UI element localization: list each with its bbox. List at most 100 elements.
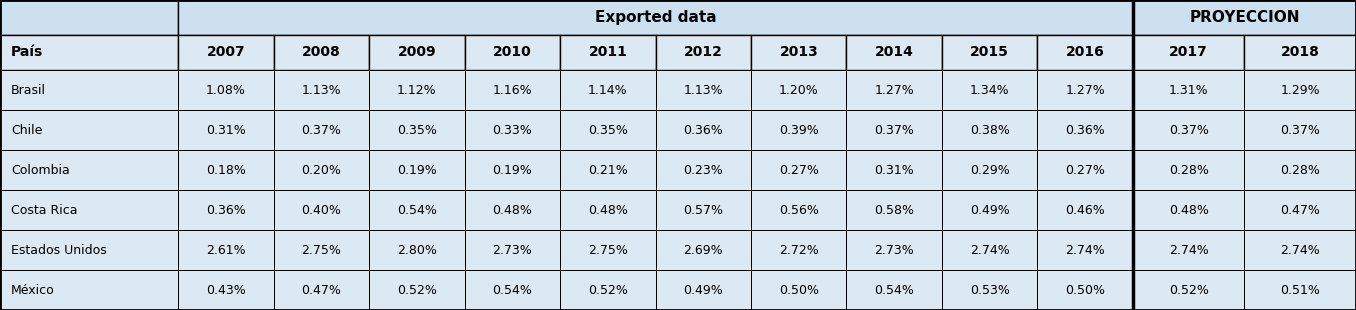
Bar: [655, 35, 751, 70]
Bar: [274, 35, 369, 70]
Text: 0.36%: 0.36%: [206, 203, 245, 216]
Bar: [465, 230, 560, 270]
Text: 0.28%: 0.28%: [1280, 163, 1321, 176]
Bar: [846, 270, 942, 310]
Bar: [846, 190, 942, 230]
Text: 2.69%: 2.69%: [683, 243, 723, 256]
Bar: [942, 70, 1037, 110]
Text: 0.21%: 0.21%: [589, 163, 628, 176]
Bar: [1132, 70, 1245, 110]
Text: 0.52%: 0.52%: [1169, 284, 1208, 296]
Text: 0.37%: 0.37%: [875, 123, 914, 136]
Bar: [751, 270, 846, 310]
Text: 2011: 2011: [589, 46, 628, 60]
Text: 2014: 2014: [875, 46, 914, 60]
Bar: [0, 110, 178, 150]
Bar: [655, 270, 751, 310]
Bar: [655, 110, 751, 150]
Bar: [846, 110, 942, 150]
Bar: [942, 270, 1037, 310]
Bar: [369, 230, 465, 270]
Text: 2.72%: 2.72%: [778, 243, 819, 256]
Text: 0.36%: 0.36%: [683, 123, 723, 136]
Text: 0.54%: 0.54%: [397, 203, 437, 216]
Bar: [1037, 230, 1132, 270]
Bar: [942, 190, 1037, 230]
Bar: [942, 35, 1037, 70]
Bar: [369, 110, 465, 150]
Bar: [369, 70, 465, 110]
Bar: [751, 35, 846, 70]
Bar: [751, 150, 846, 190]
Bar: [1132, 0, 1356, 35]
Text: 2013: 2013: [780, 46, 818, 60]
Bar: [274, 150, 369, 190]
Text: 0.54%: 0.54%: [492, 284, 533, 296]
Bar: [465, 110, 560, 150]
Bar: [0, 270, 178, 310]
Bar: [942, 230, 1037, 270]
Bar: [1245, 35, 1356, 70]
Text: 1.16%: 1.16%: [492, 83, 532, 96]
Bar: [465, 70, 560, 110]
Text: 0.35%: 0.35%: [397, 123, 437, 136]
Bar: [751, 70, 846, 110]
Bar: [560, 35, 655, 70]
Bar: [178, 230, 274, 270]
Text: 1.13%: 1.13%: [683, 83, 723, 96]
Text: 1.20%: 1.20%: [778, 83, 819, 96]
Text: 0.35%: 0.35%: [589, 123, 628, 136]
Bar: [465, 150, 560, 190]
Text: Exported data: Exported data: [595, 10, 716, 25]
Bar: [369, 270, 465, 310]
Text: Colombia: Colombia: [11, 163, 69, 176]
Text: 0.46%: 0.46%: [1066, 203, 1105, 216]
Bar: [178, 35, 274, 70]
Text: 1.13%: 1.13%: [301, 83, 342, 96]
Text: 1.12%: 1.12%: [397, 83, 437, 96]
Text: 0.20%: 0.20%: [301, 163, 342, 176]
Text: 2.74%: 2.74%: [1169, 243, 1208, 256]
Bar: [274, 190, 369, 230]
Text: 2.80%: 2.80%: [397, 243, 437, 256]
Text: 0.27%: 0.27%: [778, 163, 819, 176]
Bar: [751, 110, 846, 150]
Bar: [274, 270, 369, 310]
Bar: [1132, 150, 1245, 190]
Text: 1.27%: 1.27%: [875, 83, 914, 96]
Text: 0.31%: 0.31%: [206, 123, 245, 136]
Text: 0.31%: 0.31%: [875, 163, 914, 176]
Text: 0.37%: 0.37%: [1280, 123, 1321, 136]
Bar: [1037, 150, 1132, 190]
Text: 2017: 2017: [1169, 46, 1208, 60]
Bar: [1132, 230, 1245, 270]
Text: 0.33%: 0.33%: [492, 123, 533, 136]
Bar: [1245, 270, 1356, 310]
Text: 2010: 2010: [494, 46, 532, 60]
Bar: [465, 270, 560, 310]
Text: 2015: 2015: [971, 46, 1009, 60]
Text: 0.54%: 0.54%: [875, 284, 914, 296]
Text: 0.47%: 0.47%: [1280, 203, 1321, 216]
Text: 2.75%: 2.75%: [301, 243, 342, 256]
Text: 0.49%: 0.49%: [970, 203, 1010, 216]
Text: 0.52%: 0.52%: [397, 284, 437, 296]
Bar: [560, 270, 655, 310]
Text: Brasil: Brasil: [11, 83, 46, 96]
Text: 1.14%: 1.14%: [589, 83, 628, 96]
Bar: [846, 150, 942, 190]
Bar: [0, 230, 178, 270]
Text: 2018: 2018: [1281, 46, 1319, 60]
Text: 0.53%: 0.53%: [970, 284, 1010, 296]
Bar: [1132, 35, 1245, 70]
Bar: [560, 70, 655, 110]
Text: 1.08%: 1.08%: [206, 83, 245, 96]
Bar: [0, 35, 178, 70]
Text: 2007: 2007: [206, 46, 245, 60]
Text: 2.73%: 2.73%: [875, 243, 914, 256]
Text: 2.74%: 2.74%: [1066, 243, 1105, 256]
Bar: [560, 190, 655, 230]
Text: 0.52%: 0.52%: [589, 284, 628, 296]
Text: 0.56%: 0.56%: [778, 203, 819, 216]
Text: 0.28%: 0.28%: [1169, 163, 1208, 176]
